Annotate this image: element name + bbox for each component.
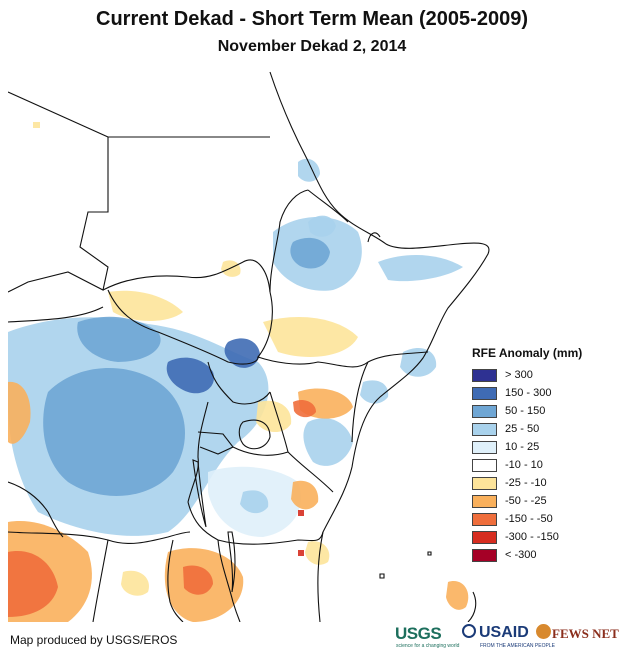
- border: [8, 531, 191, 544]
- legend-label: > 300: [505, 369, 533, 381]
- border: [8, 306, 104, 323]
- border: [257, 291, 429, 368]
- legend-label: -25 - -10: [505, 477, 547, 489]
- legend-item: -10 - 10: [472, 456, 582, 474]
- usaid-tagline: FROM THE AMERICAN PEOPLE: [480, 643, 555, 649]
- legend-swatch: [472, 422, 497, 436]
- fews-net-logo: FEWS NET: [552, 626, 619, 641]
- border: [269, 189, 309, 293]
- legend-item: -50 - -25: [472, 492, 582, 510]
- legend-swatch: [472, 458, 497, 472]
- legend-title: RFE Anomaly (mm): [472, 346, 583, 360]
- anomaly-patch: [400, 347, 437, 377]
- legend-label: 25 - 50: [505, 423, 540, 435]
- legend-items: > 300 150 - 300 50 - 150 25 - 50 10 - 25 -10 …: [472, 366, 582, 564]
- usgs-tagline: science for a changing world: [396, 643, 460, 649]
- legend-item: -25 - -10: [472, 474, 582, 492]
- anomaly-patch: [360, 380, 389, 404]
- legend-label: 50 - 150: [505, 405, 546, 417]
- anomaly-patch: [291, 480, 319, 510]
- legend-item: 50 - 150: [472, 402, 582, 420]
- legend-swatch: [472, 530, 497, 544]
- border: [351, 361, 369, 443]
- border: [187, 401, 209, 503]
- border: [92, 539, 109, 622]
- anomaly-patch: [33, 122, 40, 128]
- anomaly-patch: [108, 290, 183, 321]
- anomaly-patch: [298, 550, 304, 556]
- map-title: Current Dekad - Short Term Mean (2005-20…: [96, 8, 528, 30]
- border: [187, 501, 324, 545]
- border: [217, 539, 241, 622]
- border: [307, 189, 349, 223]
- anomaly-patch: [290, 237, 330, 269]
- anomaly-patch: [8, 381, 31, 444]
- legend-swatch: [472, 494, 497, 508]
- legend-label: -300 - -150: [505, 531, 559, 543]
- usaid-logo: USAID: [479, 624, 529, 641]
- legend-swatch: [472, 404, 497, 418]
- legend-item: > 300: [472, 366, 582, 384]
- fews-net-icon: [536, 624, 551, 639]
- anomaly-patch: [183, 565, 213, 595]
- lake: [238, 419, 271, 450]
- boundaries-layer: [8, 71, 490, 622]
- lake: [227, 531, 236, 593]
- legend-swatch: [472, 386, 497, 400]
- legend-item: < -300: [472, 546, 582, 564]
- coastline: [367, 232, 381, 243]
- border: [207, 361, 271, 405]
- legend-label: 150 - 300: [505, 387, 552, 399]
- rainfall-anomaly-map: [8, 71, 490, 622]
- coastline: [467, 591, 477, 622]
- anomaly-patch: [121, 570, 149, 596]
- border: [232, 446, 289, 456]
- anomaly-patch: [43, 368, 186, 496]
- island: [427, 551, 432, 556]
- border: [8, 91, 109, 293]
- anomaly-patch: [298, 510, 304, 516]
- border: [8, 481, 64, 538]
- map-subtitle: November Dekad 2, 2014: [217, 38, 407, 55]
- legend-item: -150 - -50: [472, 510, 582, 528]
- anomaly-patch: [303, 418, 353, 466]
- border: [167, 539, 184, 622]
- legend-item: 25 - 50: [472, 420, 582, 438]
- coastline: [269, 71, 490, 622]
- legend-swatch: [472, 512, 497, 526]
- anomaly-patch: [308, 215, 336, 237]
- legend-item: 10 - 25: [472, 438, 582, 456]
- lake: [192, 459, 207, 528]
- usaid-seal-icon: [462, 624, 476, 638]
- legend-label: -50 - -25: [505, 495, 547, 507]
- anomaly-patch: [224, 338, 260, 368]
- legend-swatch: [472, 368, 497, 382]
- legend-item: -300 - -150: [472, 528, 582, 546]
- anomaly-patch: [293, 400, 316, 418]
- legend-label: < -300: [505, 549, 537, 561]
- legend-swatch: [472, 440, 497, 454]
- legend-item: 150 - 300: [472, 384, 582, 402]
- anomaly-patch: [240, 490, 269, 514]
- anomaly-layer: [8, 122, 469, 622]
- anomaly-patch: [378, 255, 463, 282]
- credit-text: Map produced by USGS/EROS: [10, 633, 178, 647]
- anomaly-patch: [166, 357, 214, 394]
- border: [102, 259, 271, 293]
- legend-swatch: [472, 476, 497, 490]
- legend-swatch: [472, 548, 497, 562]
- anomaly-patch: [446, 581, 469, 610]
- usgs-logo: USGS: [395, 624, 442, 643]
- legend-label: 10 - 25: [505, 441, 540, 453]
- anomaly-patch: [8, 551, 58, 617]
- legend: RFE Anomaly (mm) > 300 150 - 300 50 - 150 2…: [472, 346, 582, 564]
- legend-label: -10 - 10: [505, 459, 543, 471]
- anomaly-patch: [305, 541, 330, 565]
- anomaly-patch: [221, 260, 241, 277]
- island: [379, 573, 385, 579]
- anomaly-patch: [263, 317, 358, 357]
- border: [107, 289, 259, 365]
- anomaly-patch: [77, 316, 161, 362]
- legend-label: -150 - -50: [505, 513, 553, 525]
